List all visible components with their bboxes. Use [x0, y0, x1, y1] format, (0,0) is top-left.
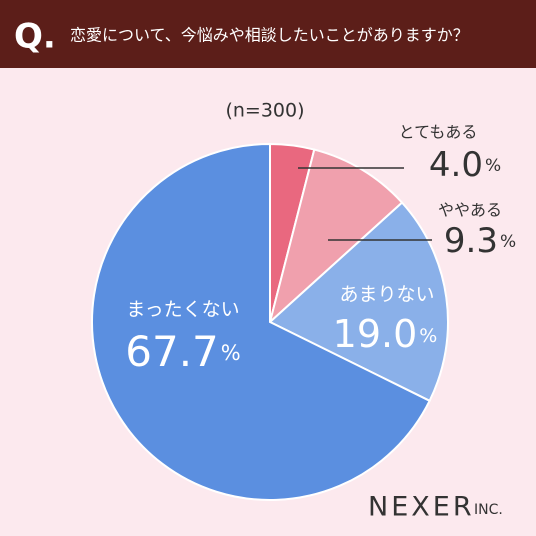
- pie-slice: [268, 148, 404, 325]
- value-unit: %: [419, 325, 437, 347]
- value-number: 19.0: [333, 312, 418, 356]
- header-band: [0, 0, 536, 68]
- category-label: ややある: [438, 201, 502, 220]
- value-unit: %: [500, 232, 516, 252]
- category-label: まったくない: [126, 299, 239, 321]
- chart-title: 恋愛について、今悩みや相談したいことがありますか？: [70, 26, 469, 45]
- value-unit: %: [485, 156, 501, 176]
- value-number: 67.7: [125, 327, 219, 376]
- value-label: 4.0%: [429, 145, 501, 185]
- value-label: 19.0%: [333, 312, 438, 356]
- value-unit: %: [221, 341, 241, 365]
- brand-name: NEXER: [368, 492, 475, 523]
- category-label: とてもある: [399, 123, 478, 142]
- pie: [91, 142, 449, 501]
- subtitle: (n=300): [225, 100, 304, 122]
- value-number: 9.3: [444, 221, 498, 261]
- value-label: 9.3%: [444, 221, 516, 261]
- pie-slice: [268, 201, 449, 403]
- value-number: 4.0: [429, 145, 483, 185]
- question-marker: Q.: [14, 17, 56, 57]
- value-label: 67.7%: [125, 327, 240, 376]
- category-label: あまりない: [339, 284, 434, 306]
- brand-suffix: INC.: [474, 502, 503, 518]
- pie-slice: [91, 142, 431, 501]
